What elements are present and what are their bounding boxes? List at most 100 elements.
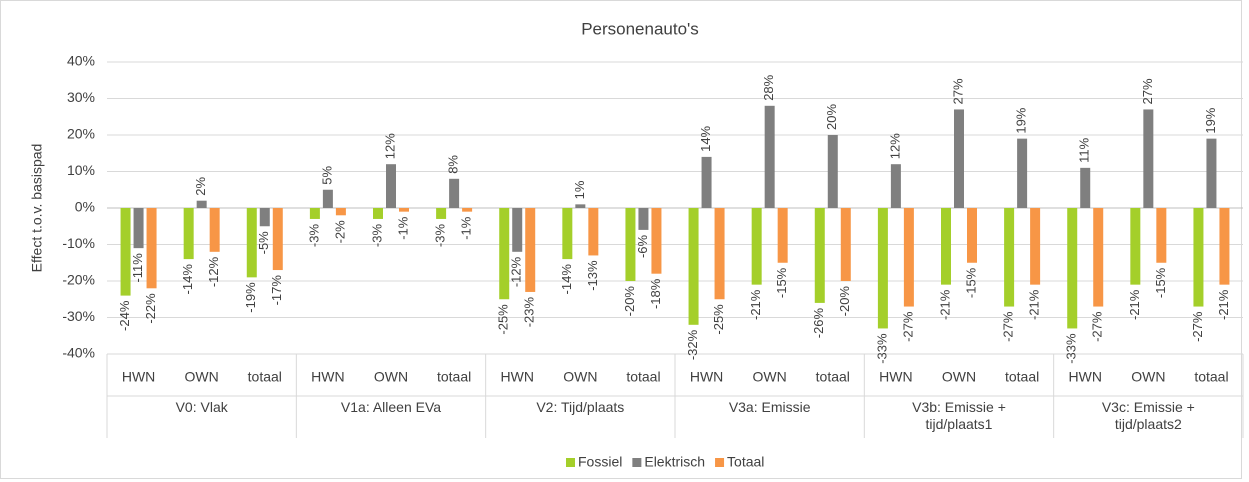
bar (967, 208, 977, 263)
bar (196, 200, 207, 208)
bar (259, 208, 270, 227)
data-label: 14% (698, 125, 713, 151)
bar (399, 208, 409, 212)
x-tick-label: OWN (1131, 369, 1165, 385)
bar (146, 208, 157, 289)
bar (1067, 208, 1078, 329)
data-label: -32% (685, 329, 700, 360)
x-tick-label: OWN (942, 369, 976, 385)
bar (840, 208, 851, 281)
bar (954, 109, 964, 208)
x-tick-label: OWN (563, 369, 597, 385)
x-tick-label: totaal (816, 369, 850, 385)
data-label: -20% (837, 286, 852, 317)
data-label: 19% (1203, 107, 1218, 133)
bar (335, 208, 346, 216)
data-label: -21% (1027, 289, 1042, 320)
bar (183, 208, 194, 260)
bar (120, 208, 131, 296)
group-label: V3c: Emissie + tijd/plaats2 (1101, 399, 1195, 432)
y-tick-label: -30% (62, 308, 95, 324)
y-tick-label: 20% (67, 126, 95, 142)
bar (322, 189, 333, 208)
x-tick-label: HWN (122, 369, 155, 385)
data-label: -21% (937, 289, 952, 320)
x-tick-label: totaal (248, 369, 282, 385)
group-label: V2: Tijd/plaats (536, 399, 625, 415)
bar (462, 208, 473, 212)
data-label: 12% (887, 133, 902, 159)
x-tick-label: totaal (1005, 369, 1039, 385)
x-tick-label: totaal (626, 369, 660, 385)
data-label: -3% (369, 224, 384, 248)
y-tick-label: 40% (67, 53, 95, 69)
x-tick-label: HWN (311, 369, 344, 385)
bar (625, 208, 636, 281)
data-label: -13% (585, 260, 600, 291)
y-tick-label: 0% (75, 199, 95, 215)
bar (890, 164, 901, 208)
data-label: -20% (622, 286, 637, 317)
data-label: 11% (1077, 137, 1092, 162)
bar (777, 208, 788, 263)
bar (1219, 208, 1230, 285)
group-label: V3a: Emissie (728, 399, 811, 415)
data-label: -5% (256, 231, 271, 255)
bar (272, 208, 283, 271)
group-label: V1a: Alleen EVa (340, 399, 442, 415)
data-label: -14% (559, 264, 574, 295)
data-label: 27% (1140, 78, 1155, 104)
bar (651, 208, 662, 274)
data-label: -22% (143, 293, 158, 324)
data-label: -33% (874, 333, 889, 364)
x-tick-label: totaal (1194, 369, 1228, 385)
data-label: -25% (711, 304, 726, 335)
bar (133, 208, 144, 249)
data-label: 8% (446, 155, 461, 174)
data-label: 28% (761, 74, 776, 100)
data-label: -2% (332, 220, 347, 244)
bar (525, 208, 536, 292)
x-tick-label: totaal (437, 369, 471, 385)
data-label: -3% (433, 224, 448, 248)
data-label: -18% (648, 278, 663, 309)
bar (814, 208, 825, 303)
x-tick-label: HWN (690, 369, 723, 385)
legend-label: Fossiel (578, 454, 622, 470)
bar (309, 208, 320, 219)
bar (714, 208, 725, 300)
bar (436, 208, 447, 219)
data-label: -21% (748, 289, 763, 320)
data-label: 19% (1014, 107, 1029, 133)
bar (1080, 167, 1091, 208)
y-tick-label: 10% (67, 162, 95, 178)
bar (827, 135, 838, 208)
bar (562, 208, 573, 260)
data-label: -17% (269, 275, 284, 306)
y-tick-label: -20% (62, 272, 95, 288)
bar (1004, 208, 1015, 307)
chart-title: Personenauto's (581, 19, 699, 38)
data-label: -6% (635, 234, 650, 258)
bar (1017, 138, 1028, 208)
x-tick-label: HWN (1069, 369, 1102, 385)
legend-label: Totaal (727, 454, 764, 470)
group-label: V3b: Emissie + tijd/plaats1 (912, 399, 1006, 432)
bar (941, 208, 951, 285)
data-label: -19% (243, 282, 258, 313)
bar (588, 208, 599, 256)
bar (209, 208, 220, 252)
data-label: -24% (117, 300, 132, 331)
x-tick-label: OWN (185, 369, 219, 385)
data-label: -33% (1064, 333, 1079, 364)
data-label: -3% (306, 224, 321, 248)
bar (1206, 138, 1217, 208)
legend-label: Elektrisch (644, 454, 705, 470)
data-label: 27% (950, 78, 965, 104)
data-label: -11% (130, 253, 145, 283)
data-label: -12% (206, 256, 221, 287)
bar (1193, 208, 1204, 307)
data-label: 1% (572, 180, 587, 199)
y-tick-label: -40% (62, 345, 95, 361)
